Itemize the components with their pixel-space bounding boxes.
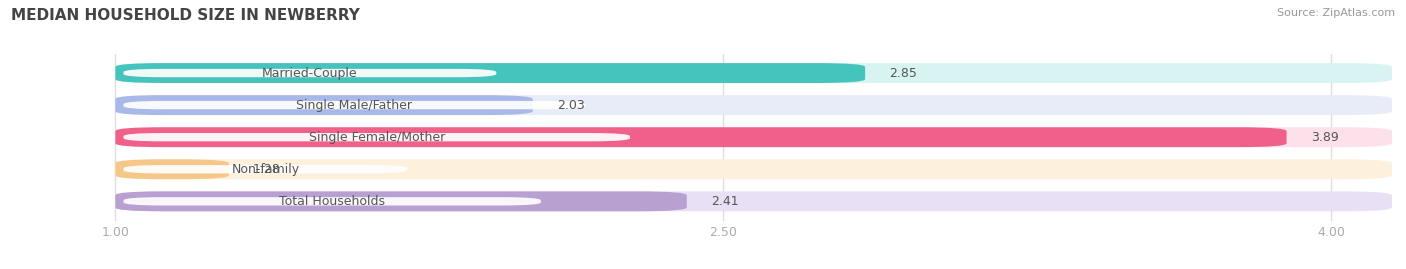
FancyBboxPatch shape (124, 69, 496, 77)
Text: 2.41: 2.41 (711, 195, 738, 208)
Text: 2.85: 2.85 (890, 66, 917, 80)
FancyBboxPatch shape (124, 133, 630, 141)
Text: 1.28: 1.28 (253, 163, 281, 176)
FancyBboxPatch shape (115, 63, 1392, 83)
Text: MEDIAN HOUSEHOLD SIZE IN NEWBERRY: MEDIAN HOUSEHOLD SIZE IN NEWBERRY (11, 8, 360, 23)
FancyBboxPatch shape (115, 63, 865, 83)
Text: Non-family: Non-family (231, 163, 299, 176)
FancyBboxPatch shape (115, 192, 686, 211)
Text: 2.03: 2.03 (557, 99, 585, 112)
FancyBboxPatch shape (115, 159, 229, 179)
FancyBboxPatch shape (124, 101, 585, 109)
Text: Source: ZipAtlas.com: Source: ZipAtlas.com (1277, 8, 1395, 18)
FancyBboxPatch shape (115, 159, 1392, 179)
FancyBboxPatch shape (115, 95, 533, 115)
Text: Married-Couple: Married-Couple (262, 66, 357, 80)
FancyBboxPatch shape (115, 192, 1392, 211)
FancyBboxPatch shape (124, 197, 541, 206)
FancyBboxPatch shape (124, 165, 408, 174)
Text: Total Households: Total Households (280, 195, 385, 208)
FancyBboxPatch shape (115, 95, 1392, 115)
FancyBboxPatch shape (115, 127, 1392, 147)
Text: 3.89: 3.89 (1310, 131, 1339, 144)
Text: Single Male/Father: Single Male/Father (297, 99, 412, 112)
FancyBboxPatch shape (115, 127, 1286, 147)
Text: Single Female/Mother: Single Female/Mother (309, 131, 444, 144)
